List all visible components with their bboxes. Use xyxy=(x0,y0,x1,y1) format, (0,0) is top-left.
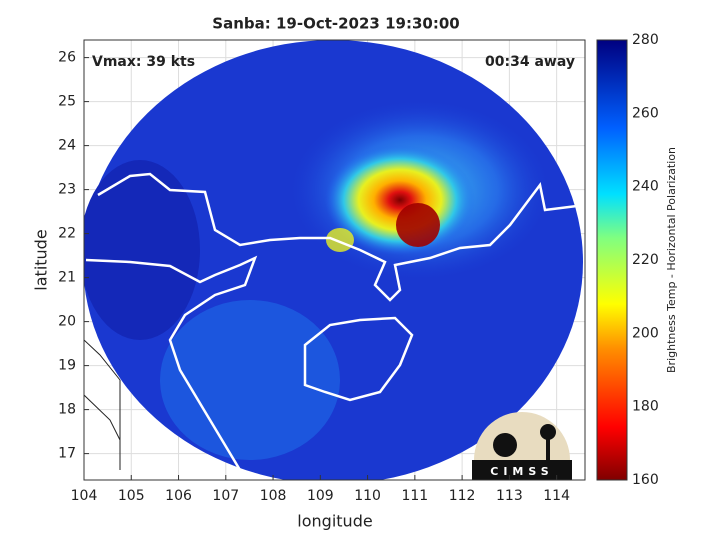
y-tick-label: 26 xyxy=(58,50,76,66)
y-tick-label: 17 xyxy=(58,446,76,462)
x-tick-label: 107 xyxy=(212,488,239,504)
x-axis-label: longitude xyxy=(297,512,372,531)
x-tick-label: 111 xyxy=(401,488,428,504)
sea-region xyxy=(160,300,340,460)
plot-frame xyxy=(83,39,586,481)
x-tick-label: 112 xyxy=(449,488,476,504)
y-tick-label: 21 xyxy=(58,270,76,286)
x-tick-label: 114 xyxy=(543,488,570,504)
borders xyxy=(84,339,121,470)
x-tick-label: 110 xyxy=(354,488,381,504)
colorbar-tick-label: 160 xyxy=(632,472,659,488)
y-tick-label: 23 xyxy=(58,182,76,198)
y-tick-label: 19 xyxy=(58,358,76,374)
colorbar xyxy=(596,39,628,481)
x-tick-label: 104 xyxy=(71,488,98,504)
y-tick-label: 24 xyxy=(58,138,76,154)
colorbar-tick-label: 280 xyxy=(632,32,659,48)
satellite-image: CIMSS xyxy=(84,40,585,480)
colorbar-tick-label: 200 xyxy=(632,325,659,341)
coastline xyxy=(85,172,585,480)
colorbar-tick-label: 220 xyxy=(632,252,659,268)
ticks: 104 105 106 107 108 109 110 111 112 113 114 17 18 19 2… xyxy=(58,32,659,504)
x-tick-label: 113 xyxy=(496,488,523,504)
cimss-logo: CIMSS xyxy=(472,412,572,480)
logo-text: CIMSS xyxy=(490,465,553,478)
y-tick-label: 20 xyxy=(58,314,76,330)
storm-center xyxy=(396,203,440,247)
x-tick-label: 106 xyxy=(165,488,192,504)
colorbar-tick-label: 260 xyxy=(632,105,659,121)
y-tick-label: 25 xyxy=(58,94,76,110)
land-region xyxy=(84,160,200,340)
colorbar-label: Brightness Temp - Horizontal Polarizatio… xyxy=(665,147,678,373)
y-tick-label: 22 xyxy=(58,226,76,242)
time-annotation: 00:34 away xyxy=(485,54,575,70)
cell xyxy=(326,228,354,252)
x-tick-label: 109 xyxy=(307,488,334,504)
colorbar-tick-label: 240 xyxy=(632,179,659,195)
x-tick-label: 105 xyxy=(118,488,145,504)
y-tick-label: 18 xyxy=(58,402,76,418)
title: Sanba: 19-Oct-2023 19:30:00 xyxy=(212,15,459,33)
x-tick-label: 108 xyxy=(260,488,287,504)
hainan-coastline xyxy=(303,316,414,402)
vmax-annotation: Vmax: 39 kts xyxy=(92,54,195,70)
y-axis-label: latitude xyxy=(32,229,51,290)
colorbar-tick-label: 180 xyxy=(632,399,659,415)
